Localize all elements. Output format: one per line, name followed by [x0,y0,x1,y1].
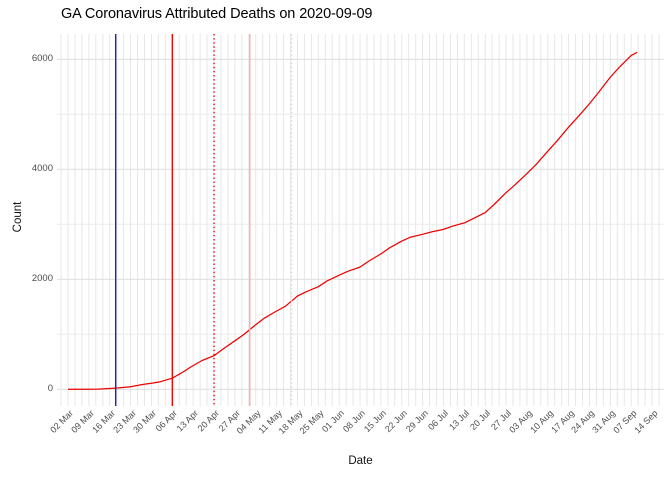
chart-title: GA Coronavirus Attributed Deaths on 2020… [61,6,373,22]
y-tick-label: 2000 [31,273,53,285]
x-axis-title: Date [348,455,373,467]
cumulative-deaths-line [68,51,638,390]
y-tick-label: 4000 [31,163,53,175]
y-tick-label: 6000 [31,53,53,65]
y-tick-label: 0 [47,383,53,395]
y-axis-title: Count [12,201,24,233]
